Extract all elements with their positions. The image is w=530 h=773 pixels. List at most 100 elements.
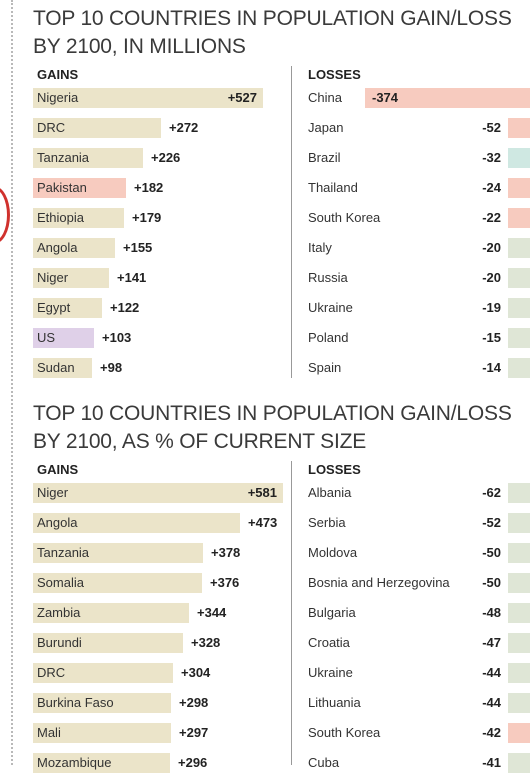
gain-bar bbox=[33, 328, 94, 348]
country-label: Niger bbox=[37, 270, 69, 285]
value-label: -42 bbox=[482, 725, 501, 740]
country-label: Egypt bbox=[37, 300, 71, 315]
country-label: Bulgaria bbox=[308, 605, 356, 620]
chart-millions: TOP 10 COUNTRIES IN POPULATION GAIN/LOSS… bbox=[0, 0, 530, 378]
value-label: -14 bbox=[482, 360, 501, 375]
country-label: Italy bbox=[308, 240, 332, 255]
value-label: -50 bbox=[482, 545, 501, 560]
country-label: Thailand bbox=[308, 180, 358, 195]
gain-bar bbox=[33, 238, 115, 258]
gain-bar bbox=[33, 573, 202, 593]
gains-header: GAINS bbox=[37, 67, 79, 82]
country-label: Lithuania bbox=[308, 695, 361, 710]
country-label: South Korea bbox=[308, 210, 381, 225]
country-label: Somalia bbox=[37, 575, 84, 590]
value-label: -47 bbox=[482, 635, 501, 650]
gain-bar bbox=[33, 633, 183, 653]
value-label: +344 bbox=[197, 605, 227, 620]
value-label: -52 bbox=[482, 120, 501, 135]
gain-bar bbox=[33, 178, 126, 198]
losses-header: LOSSES bbox=[308, 67, 361, 82]
loss-bar bbox=[508, 118, 530, 138]
country-label: DRC bbox=[37, 120, 66, 135]
country-label: Serbia bbox=[308, 515, 346, 530]
value-label: +581 bbox=[247, 485, 277, 500]
country-label: Mali bbox=[37, 725, 61, 740]
country-label: Tanzania bbox=[37, 545, 90, 560]
value-label: -52 bbox=[482, 515, 501, 530]
loss-bar bbox=[508, 238, 530, 258]
loss-bar bbox=[508, 483, 530, 503]
gain-bar bbox=[33, 543, 203, 563]
value-label: +103 bbox=[102, 330, 132, 345]
loss-bar bbox=[508, 148, 530, 168]
chart-title: TOP 10 COUNTRIES IN POPULATION GAIN/LOSS… bbox=[33, 7, 512, 58]
loss-bar bbox=[508, 753, 530, 773]
value-label: -41 bbox=[482, 755, 501, 770]
country-label: China bbox=[308, 90, 342, 105]
country-label: Tanzania bbox=[37, 150, 90, 165]
value-label: -15 bbox=[482, 330, 501, 345]
loss-bar bbox=[508, 298, 530, 318]
value-label: +182 bbox=[134, 180, 164, 195]
value-label: -44 bbox=[482, 665, 501, 680]
value-label: +272 bbox=[169, 120, 199, 135]
gain-bar bbox=[33, 358, 92, 378]
gain-bar bbox=[33, 723, 171, 743]
value-label: +141 bbox=[117, 270, 147, 285]
country-label: Albania bbox=[308, 485, 352, 500]
country-label: Ethiopia bbox=[37, 210, 84, 225]
dotted-margin-rule bbox=[11, 0, 13, 765]
country-label: Angola bbox=[37, 240, 78, 255]
gain-bar bbox=[33, 88, 263, 108]
value-label: +296 bbox=[178, 755, 208, 770]
country-label: Niger bbox=[37, 485, 69, 500]
value-label: -374 bbox=[372, 90, 399, 105]
value-label: +226 bbox=[151, 150, 181, 165]
value-label: +155 bbox=[123, 240, 153, 255]
gain-bar bbox=[33, 208, 124, 228]
value-label: +98 bbox=[100, 360, 123, 375]
value-label: +376 bbox=[210, 575, 240, 590]
loss-bar bbox=[508, 513, 530, 533]
value-label: +298 bbox=[179, 695, 209, 710]
country-label: Angola bbox=[37, 515, 78, 530]
gain-bar bbox=[33, 298, 102, 318]
value-label: -19 bbox=[482, 300, 501, 315]
country-label: Russia bbox=[308, 270, 348, 285]
gain-bar bbox=[33, 268, 109, 288]
value-label: +179 bbox=[132, 210, 162, 225]
country-label: Burundi bbox=[37, 635, 82, 650]
country-label: Croatia bbox=[308, 635, 350, 650]
value-label: +304 bbox=[181, 665, 211, 680]
country-label: Mozambique bbox=[37, 755, 112, 770]
value-label: -24 bbox=[482, 180, 501, 195]
country-label: Burkina Faso bbox=[37, 695, 114, 710]
value-label: -50 bbox=[482, 575, 501, 590]
value-label: +328 bbox=[191, 635, 221, 650]
country-label: South Korea bbox=[308, 725, 381, 740]
country-label: Zambia bbox=[37, 605, 81, 620]
value-label: +527 bbox=[227, 90, 257, 105]
gain-bar bbox=[33, 663, 173, 683]
loss-bar bbox=[508, 723, 530, 743]
gain-loss-divider bbox=[291, 66, 292, 378]
value-label: +473 bbox=[248, 515, 278, 530]
country-label: Bosnia and Herzegovina bbox=[308, 575, 450, 590]
country-label: Moldova bbox=[308, 545, 358, 560]
gain-bar bbox=[33, 693, 171, 713]
country-label: DRC bbox=[37, 665, 66, 680]
loss-bar bbox=[508, 328, 530, 348]
value-label: +122 bbox=[110, 300, 140, 315]
losses-header: LOSSES bbox=[308, 462, 361, 477]
gains-header: GAINS bbox=[37, 462, 79, 477]
gain-loss-divider bbox=[291, 461, 292, 765]
loss-bar bbox=[508, 603, 530, 623]
loss-bar bbox=[508, 208, 530, 228]
country-label: US bbox=[37, 330, 56, 345]
gain-bar bbox=[33, 603, 189, 623]
country-label: Poland bbox=[308, 330, 349, 345]
loss-bar bbox=[508, 268, 530, 288]
value-label: -44 bbox=[482, 695, 501, 710]
